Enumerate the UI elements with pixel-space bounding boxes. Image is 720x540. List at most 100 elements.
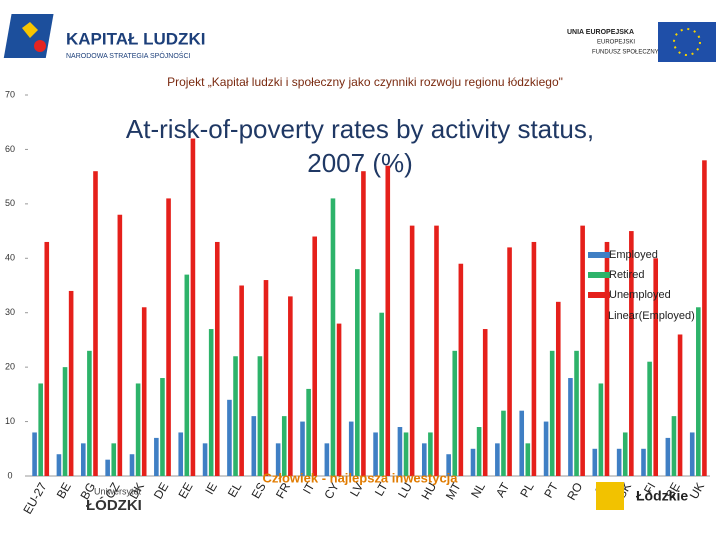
bar [446, 454, 451, 476]
title-line: At-risk-of-poverty rates by activity sta… [126, 114, 594, 144]
bar [385, 165, 391, 476]
bar [111, 443, 117, 476]
bar [324, 443, 330, 476]
logo-star [22, 22, 38, 38]
legend-swatch [588, 292, 610, 298]
bar [653, 258, 659, 476]
legend-swatch [588, 252, 610, 258]
bar [549, 350, 555, 476]
bar [87, 350, 92, 476]
chart: At-risk-of-poverty rates by activity sta… [5, 89, 710, 517]
x-tick-label: LU [395, 480, 415, 500]
y-tick-label: 10 [5, 416, 15, 426]
bar [696, 307, 701, 476]
bar [580, 225, 585, 476]
bar [428, 432, 433, 476]
bar [330, 198, 336, 476]
bar [519, 410, 525, 476]
bar [178, 432, 184, 476]
bar [190, 138, 196, 477]
bar [543, 421, 549, 476]
bar [531, 241, 537, 476]
bar [141, 307, 147, 476]
bar [300, 421, 305, 476]
kapital-logo: KAPITAŁ LUDZKI NARODOWA STRATEGIA SPÓJNO… [3, 14, 205, 60]
x-tick-label: EE [176, 480, 196, 501]
bar [629, 231, 634, 476]
x-tick-label: PT [541, 480, 561, 501]
x-tick-label: LV [347, 480, 366, 499]
y-tick-label: 60 [5, 144, 15, 154]
bar [604, 241, 610, 476]
bar [702, 160, 707, 477]
x-tick-label: CZ [102, 480, 122, 501]
bar [288, 296, 293, 476]
bar [336, 323, 342, 476]
y-tick-label: 0 [7, 470, 12, 480]
legend-label: Employed [609, 249, 658, 261]
bar [434, 225, 439, 476]
logo-subtitle: NARODOWA STRATEGIA SPÓJNOŚCI [66, 51, 191, 60]
bar [214, 241, 220, 476]
x-tick-label: ES [249, 480, 269, 501]
bar [281, 416, 287, 476]
legend-label: Linear(Employed) [608, 310, 695, 322]
bar [622, 432, 628, 476]
region: Łódzkie [636, 488, 688, 504]
bar [184, 274, 190, 476]
bar [38, 383, 43, 476]
y-tick-label: 40 [5, 253, 15, 263]
bar [525, 443, 531, 476]
bar [458, 263, 464, 476]
bar [154, 437, 159, 476]
bar [555, 301, 561, 476]
logo-title: KAPITAŁ LUDZKI [66, 29, 205, 48]
bar [56, 454, 62, 476]
bar [93, 171, 98, 476]
y-tick-label: 30 [5, 307, 15, 317]
bar [403, 432, 409, 476]
bar [32, 432, 37, 476]
y-tick-label: 70 [5, 89, 15, 99]
university: ŁÓDZKI [86, 496, 142, 514]
bar [421, 443, 427, 476]
y-tick-label: 20 [5, 362, 15, 372]
bar [348, 421, 354, 476]
bar [202, 443, 208, 476]
bar [495, 443, 500, 476]
bar [452, 350, 458, 476]
bar [574, 350, 579, 476]
bar [208, 329, 214, 476]
bar [227, 399, 232, 476]
logo-dot [34, 40, 46, 52]
bar [501, 410, 506, 476]
bar [689, 432, 695, 476]
bar [135, 383, 141, 476]
bar [239, 285, 244, 476]
bar [397, 427, 403, 476]
bar [665, 437, 671, 476]
x-tick-label: EL [225, 480, 245, 500]
chart-title: At-risk-of-poverty rates by activity sta… [126, 114, 594, 178]
bar [263, 280, 269, 476]
bar [379, 312, 384, 476]
bar [568, 378, 573, 476]
bar [482, 329, 488, 476]
bar [105, 459, 110, 476]
eu-line: FUNDUSZ SPOŁECZNY [592, 50, 659, 56]
project-line: Projekt „Kapitał ludzki i społeczny jako… [167, 75, 563, 89]
bar [257, 356, 263, 476]
bar [641, 448, 646, 476]
bar [312, 236, 318, 476]
y-tick-label: 50 [5, 198, 15, 208]
eu-logo: UNIA EUROPEJSKA EUROPEJSKI FUNDUSZ SPOŁE… [567, 22, 716, 62]
bar [306, 388, 311, 476]
bar [470, 448, 476, 476]
bar [409, 225, 415, 476]
x-tick-label: NL [468, 480, 488, 501]
x-tick-label: SE [663, 480, 683, 501]
eu-stars [673, 28, 701, 56]
x-tick-label: BE [54, 480, 74, 501]
bar [671, 416, 677, 476]
